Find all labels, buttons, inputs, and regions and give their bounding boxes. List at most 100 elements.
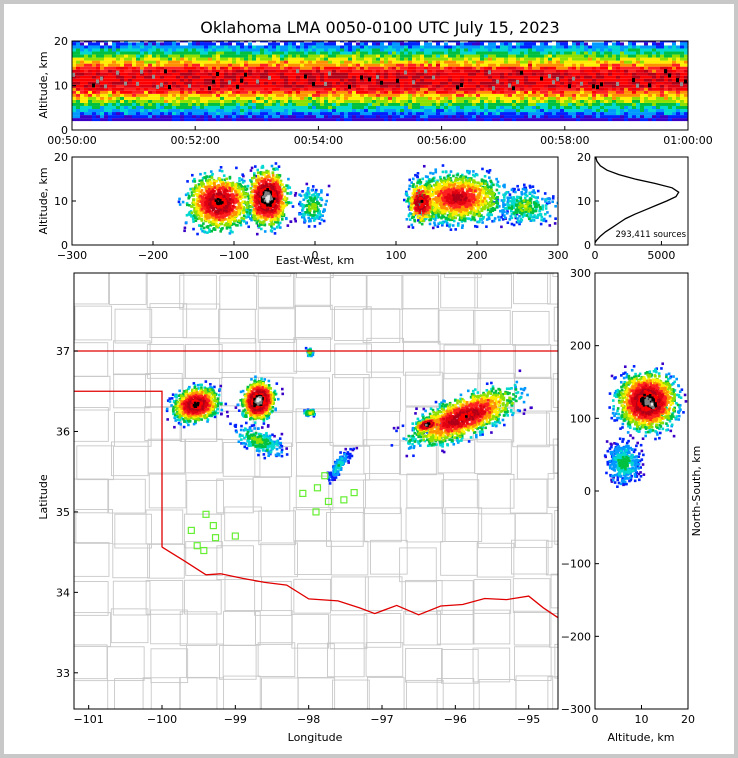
time-height-source-cell [584,66,588,70]
time-height-source-cell [468,105,472,109]
ew-height-source-cell [496,180,500,184]
time-height-source-cell [320,42,324,46]
ew-height-source-cell [218,169,222,172]
time-height-source-cell [512,96,516,100]
time-height-source-cell [76,96,80,100]
time-height-source-cell [556,60,560,64]
time-height-source-cell [116,66,120,70]
time-height-source-cell [456,45,460,49]
time-height-source-cell [196,45,200,49]
time-height-source-cell [672,63,676,67]
time-height-source-cell [564,87,568,91]
time-height-source-cell [468,41,472,43]
time-height-source-cell [96,109,100,113]
time-height-source-cell [532,109,536,113]
time-height-source-cell [168,75,172,79]
time-height-source-cell [248,51,252,55]
time-height-source-cell [636,90,640,94]
time-height-source-cell [332,57,336,61]
ew-height-source-cell [303,218,306,222]
time-height-source-cell [492,66,496,70]
time-height-source-cell [572,57,576,61]
ew-height-source-cell [467,176,470,180]
time-height-source-cell [508,54,512,58]
ew-height-source-cell [486,213,489,217]
time-height-source-cell [200,93,204,97]
time-height-source-cell [200,115,204,119]
time-height-source-cell [296,90,300,94]
time-height-source-cell [296,60,300,64]
time-height-source-cell [192,84,196,88]
time-height-source-cell [416,102,420,106]
time-height-source-cell [460,57,464,61]
time-height-source-cell [140,57,144,61]
time-height-source-cell [532,60,536,64]
time-height-source-cell [380,80,383,85]
time-height-source-cell [340,90,344,94]
time-height-source-cell [428,102,432,106]
time-height-source-cell [100,51,104,55]
time-height-source-cell [184,57,188,61]
time-height-source-cell [248,45,252,49]
time-height-source-cell [360,93,364,97]
time-height-source-cell [492,75,496,79]
time-height-source-cell [416,112,420,116]
time-height-source-cell [292,60,296,64]
time-height-source-cell [304,51,308,55]
time-height-source-cell [276,66,280,70]
time-height-source-cell [432,48,436,52]
time-height-source-cell [284,84,288,88]
ew-height-source-cell [242,214,246,218]
time-height-source-cell [172,84,176,88]
time-height-source-cell [236,78,240,82]
time-height-source-cell [380,51,384,55]
time-height-source-cell [672,66,676,70]
time-height-source-cell [392,54,396,58]
time-height-source-cell [436,99,440,103]
ew-height-source-cell [534,216,538,219]
time-height-source-cell [564,102,568,106]
time-height-source-cell [172,87,176,91]
time-height-source-cell [572,76,575,81]
time-height-source-cell [488,78,492,82]
time-height-source-cell [428,54,432,58]
time-height-source-cell [216,41,220,43]
ew-height-source-cell [548,214,552,218]
time-height-source-cell [624,109,628,113]
ew-height-source-cell [516,184,519,188]
ew-height-source-cell [544,198,548,202]
time-height-source-cell [568,90,572,94]
time-height-source-cell [256,87,260,91]
time-height-source-cell [112,109,116,113]
time-height-source-cell [96,48,100,52]
ew-height-source-cell [289,192,292,195]
time-height-source-cell [128,75,132,79]
time-height-source-cell [584,84,588,88]
time-height-source-cell [504,102,508,106]
time-height-source-cell [512,90,516,94]
time-height-source-cell [496,72,500,76]
ew-height-source-cell [503,214,506,217]
time-height-source-cell [196,75,200,79]
time-height-source-cell [532,75,536,79]
time-height-source-cell [456,85,459,90]
time-height-source-cell [180,45,184,49]
time-height-source-cell [520,54,524,58]
time-height-source-cell [524,78,528,82]
time-height-source-cell [292,90,296,94]
time-height-source-cell [140,48,144,52]
time-height-source-cell [496,79,499,84]
time-height-source-cell [668,112,672,116]
time-height-source-cell [372,109,376,113]
time-height-source-cell [104,99,108,103]
time-height-source-cell [136,48,140,52]
time-height-source-cell [592,66,596,70]
time-height-source-cell [408,48,412,52]
time-height-source-cell [652,48,656,52]
time-height-source-cell [276,72,280,76]
time-height-source-cell [72,102,76,106]
time-height-source-cell [616,115,620,119]
time-height-source-cell [232,87,236,91]
ew-height-source-cell [437,222,440,226]
time-height-source-cell [552,118,556,122]
